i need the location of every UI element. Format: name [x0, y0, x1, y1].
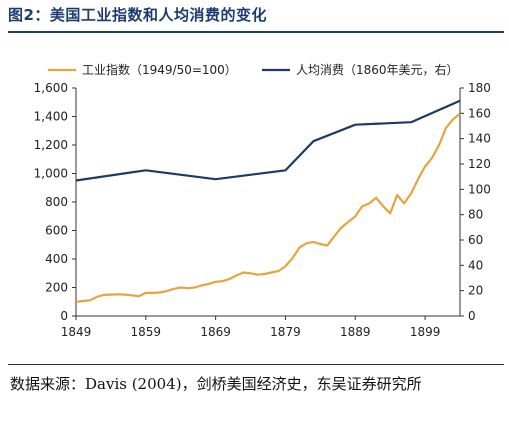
left-axis-tick-label: 600	[45, 224, 68, 238]
right-axis-tick-label: 0	[468, 309, 476, 323]
title-divider	[8, 31, 504, 33]
left-axis-tick-label: 400	[45, 252, 68, 266]
right-axis-tick-label: 80	[468, 208, 483, 222]
chart-legend: 工业指数（1949/50=100） 人均消费（1860年美元，右）	[48, 62, 459, 77]
right-axis-tick-label: 140	[468, 132, 491, 146]
chart-title: 图2：美国工业指数和人均消费的变化	[8, 6, 267, 24]
line-chart: 0 200 400 600 800 1,000 1,200 1,400 1,600 0 20 40 60…	[34, 62, 491, 339]
chart-axes: 0 200 400 600 800 1,000 1,200 1,400 1,600 0 20 40 60…	[34, 81, 491, 339]
right-axis-tick-label: 120	[468, 157, 491, 171]
legend-label: 工业指数（1949/50=100）	[82, 62, 237, 77]
right-axis-tick-label: 60	[468, 233, 483, 247]
left-axis-tick-label: 0	[60, 309, 68, 323]
left-axis-tick-label: 200	[45, 281, 68, 295]
x-axis-tick-label: 1889	[340, 325, 371, 339]
x-axis-tick-label: 1869	[200, 325, 231, 339]
left-axis-tick-label: 1,400	[34, 110, 68, 124]
legend-label: 人均消费（1860年美元，右）	[296, 62, 459, 77]
right-axis-tick-label: 40	[468, 258, 483, 272]
left-axis-tick-label: 1,000	[34, 167, 68, 181]
left-axis-tick-label: 1,600	[34, 81, 68, 95]
chart-series	[75, 99, 461, 303]
source-note: 数据来源：Davis (2004)，剑桥美国经济史，东吴证券研究所	[10, 375, 422, 393]
source-divider	[8, 364, 504, 365]
right-axis-tick-label: 20	[468, 284, 483, 298]
right-axis-tick-label: 160	[468, 106, 491, 120]
x-axis-tick-label: 1879	[270, 325, 301, 339]
right-axis-tick-label: 100	[468, 182, 491, 196]
left-axis-tick-label: 800	[45, 195, 68, 209]
industrial-index-line	[75, 112, 461, 303]
x-axis-tick-label: 1849	[61, 325, 92, 339]
consumption-line	[75, 99, 461, 182]
left-axis-tick-label: 1,200	[34, 138, 68, 152]
right-axis-tick-label: 180	[468, 81, 491, 95]
x-axis-tick-label: 1859	[131, 325, 162, 339]
x-axis-tick-label: 1899	[410, 325, 441, 339]
